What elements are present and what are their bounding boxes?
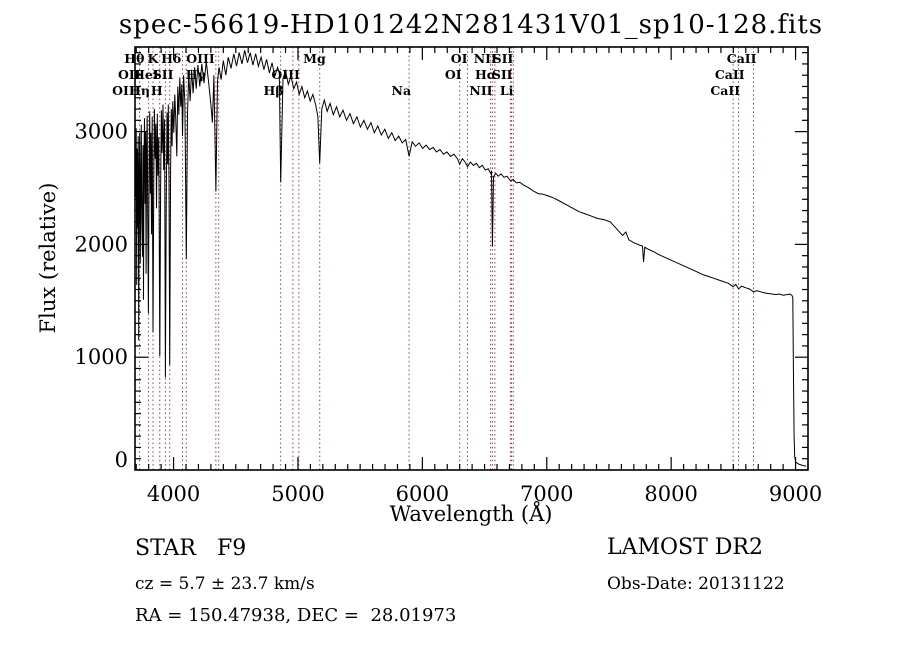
x-tick-label: 6000 bbox=[396, 482, 449, 506]
spectral-line-label: OIII bbox=[186, 51, 215, 66]
spectrum-trace-group bbox=[135, 50, 807, 467]
obs-date-text: Obs-Date: 20131122 bbox=[607, 574, 785, 594]
spectral-line-label: SII bbox=[153, 67, 174, 82]
spectral-line-label: CaII bbox=[727, 51, 757, 66]
x-tick-label: 7000 bbox=[520, 482, 573, 506]
x-tick-label: 5000 bbox=[271, 482, 324, 506]
spectral-line-label: HeI bbox=[133, 67, 159, 82]
y-tick-label: 0 bbox=[115, 448, 128, 472]
spectral-line-label: NII bbox=[469, 83, 492, 98]
spectral-line-label: OIII bbox=[112, 83, 141, 98]
spectral-line-label: CaII bbox=[710, 83, 740, 98]
plot-frame bbox=[134, 46, 809, 471]
spectral-line-label: SII bbox=[493, 51, 514, 66]
x-tick-label: 8000 bbox=[644, 482, 697, 506]
y-tick-label: 3000 bbox=[75, 120, 128, 144]
survey-name-text: LAMOST DR2 bbox=[607, 535, 763, 560]
spectral-lines-group bbox=[139, 47, 755, 470]
plot-title: spec-56619-HD101242N281431V01_sp10-128.f… bbox=[119, 10, 823, 40]
spectral-line-label: OI bbox=[445, 67, 462, 82]
ra-dec-text: RA = 150.47938, DEC = 28.01973 bbox=[135, 605, 457, 626]
cz-velocity-text: cz = 5.7 ± 23.7 km/s bbox=[135, 574, 315, 594]
spectral-line-label: CaII bbox=[715, 67, 745, 82]
spectral-line-label: Na bbox=[392, 83, 412, 98]
y-tick-label: 2000 bbox=[75, 232, 128, 256]
spectral-line-label: NII bbox=[474, 51, 497, 66]
spectral-line-label: Hδ bbox=[161, 51, 181, 66]
x-axis-label: Wavelength (Å) bbox=[390, 501, 553, 526]
y-tick-label: 1000 bbox=[75, 345, 128, 369]
x-tick-label: 4000 bbox=[147, 482, 200, 506]
spectral-line-label: H bbox=[151, 83, 163, 98]
spectrum-trace bbox=[135, 50, 807, 467]
axis-ticks-group bbox=[135, 47, 809, 471]
spectral-line-label: Mg bbox=[303, 51, 326, 66]
x-tick-label: 9000 bbox=[769, 482, 822, 506]
axis-tick-labels-group: 4000 5000 6000 7000 8000 9000 0 1000 2000 3000 bbox=[75, 120, 823, 506]
spectral-line-label: OI bbox=[451, 51, 468, 66]
spectral-line-label: Hβ bbox=[264, 83, 284, 98]
y-axis-label: Flux (relative) bbox=[36, 183, 60, 334]
spectral-line-label: Hα bbox=[475, 67, 497, 82]
object-class-text: STAR F9 bbox=[135, 536, 247, 561]
spectral-line-label: Li bbox=[500, 83, 514, 98]
spectral-line-label: K bbox=[147, 51, 159, 66]
spectral-line-label: SII bbox=[492, 67, 513, 82]
spectral-line-label: Hη bbox=[129, 83, 150, 98]
